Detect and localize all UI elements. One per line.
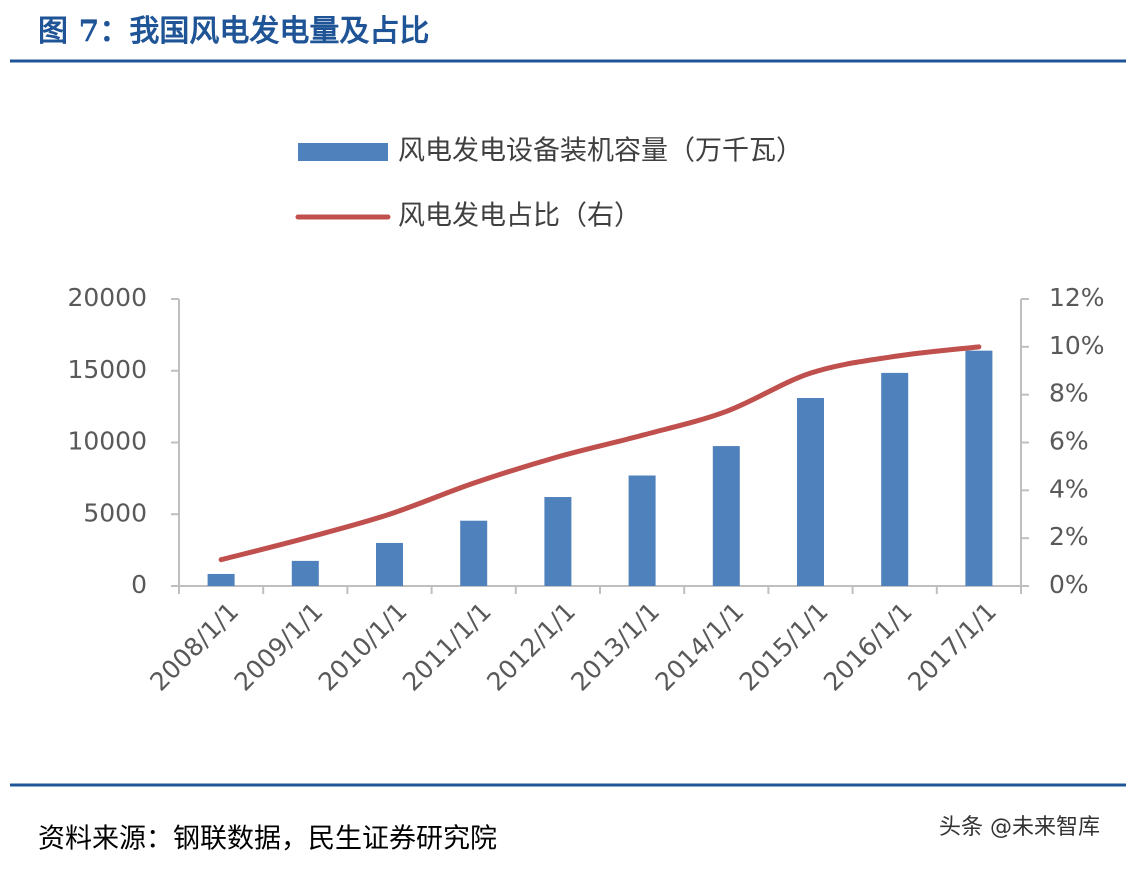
x-tick-label: 2011/1/1	[397, 597, 497, 697]
y-tick-label: 0	[131, 570, 147, 599]
x-tick-label: 2015/1/1	[734, 597, 834, 697]
bar	[712, 446, 740, 586]
y2-tick-label: 2%	[1049, 522, 1089, 551]
watermark: 头条 @未来智库	[939, 815, 1100, 840]
bar	[460, 520, 488, 586]
bar	[965, 350, 993, 586]
page-title: 图 7：我国风电发电量及占比	[38, 14, 429, 49]
legend-label: 风电发电设备装机容量（万千瓦）	[398, 136, 803, 167]
y2-tick-label: 10%	[1049, 331, 1105, 360]
x-tick-label: 2014/1/1	[650, 597, 750, 697]
bar	[628, 475, 656, 586]
x-tick-label: 2017/1/1	[902, 597, 1002, 697]
x-tick-label: 2008/1/1	[144, 597, 244, 697]
y2-tick-label: 0%	[1049, 570, 1089, 599]
y2-tick-label: 12%	[1049, 283, 1105, 312]
bar	[544, 497, 572, 586]
y2-tick-label: 4%	[1049, 474, 1089, 503]
x-tick-label: 2016/1/1	[818, 597, 918, 697]
bar	[207, 573, 235, 586]
bar	[376, 542, 403, 586]
bar	[291, 560, 319, 586]
legend-label: 风电发电占比（右）	[398, 201, 641, 232]
x-tick-label: 2010/1/1	[313, 597, 413, 697]
y-tick-label: 20000	[67, 283, 147, 312]
y-tick-label: 5000	[83, 498, 147, 527]
x-tick-label: 2009/1/1	[229, 597, 329, 697]
bar	[797, 398, 824, 586]
x-tick-label: 2012/1/1	[481, 597, 581, 697]
line	[218, 344, 982, 563]
bar	[881, 372, 909, 586]
y-tick-label: 15000	[67, 355, 147, 384]
legend-swatch	[298, 143, 388, 161]
y-tick-label: 10000	[67, 427, 147, 456]
source: 资料来源：钢联数据，民生证券研究院	[38, 824, 497, 855]
x-tick-label: 2013/1/1	[565, 597, 665, 697]
y2-tick-label: 6%	[1049, 427, 1089, 456]
y2-tick-label: 8%	[1049, 379, 1089, 408]
